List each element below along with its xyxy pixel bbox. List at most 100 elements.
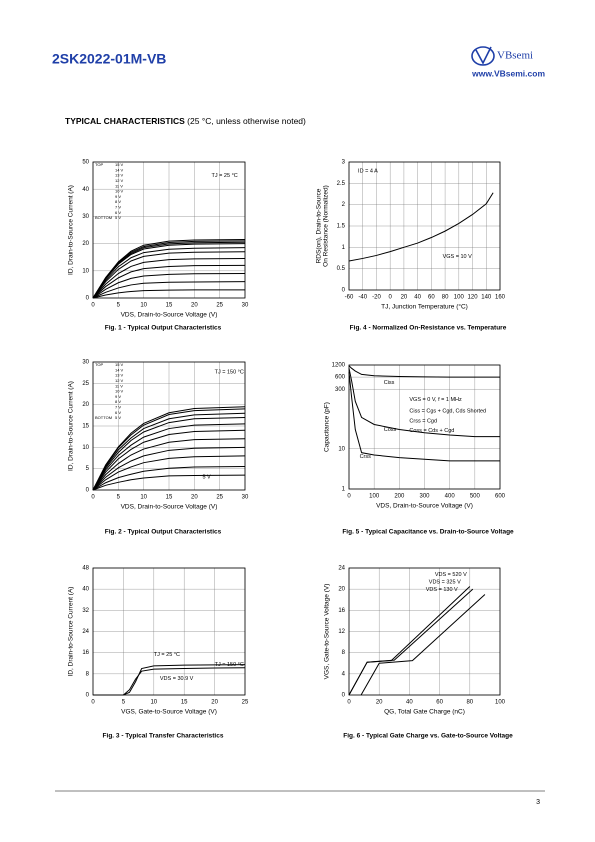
y-axis-label: ID, Drain-to-Source Current (A) [68, 587, 75, 677]
legend-entry: 15 V [115, 162, 124, 167]
y-tick-label: 40 [82, 587, 89, 593]
page-number: 3 [536, 799, 540, 806]
y-tick-label: 25 [82, 381, 89, 387]
curve [92, 466, 246, 491]
curve [92, 438, 246, 491]
x-tick-label: 10 [150, 700, 157, 706]
x-tick-label: 25 [216, 303, 223, 309]
x-tick-label: 0 [389, 295, 393, 301]
website: www.VBsemi.com [471, 68, 545, 78]
curve [92, 243, 246, 299]
series-label: VDS = 130 V [426, 587, 458, 593]
y-tick-label: 0.5 [337, 266, 346, 272]
annotation: VDS = 30.9 V [160, 676, 194, 682]
x-tick-label: 15 [181, 700, 188, 706]
annotation: Coss = Cds + Cgd [409, 428, 454, 434]
legend-entry: 11 V [115, 183, 123, 188]
figure-caption: Fig. 6 - Typical Gate Charge vs. Gate-to… [343, 733, 513, 740]
x-tick-label: 30 [242, 303, 249, 309]
plot-frame [92, 567, 246, 696]
y-axis-label: VGS, Gate-to-Source Voltage (V) [324, 584, 331, 680]
x-tick-label: 10 [140, 495, 147, 501]
y-tick-label: 10 [82, 445, 89, 451]
annotation: TJ = 25 °C [154, 652, 180, 658]
x-tick-label: 40 [406, 700, 413, 706]
y-tick-label: 10 [338, 446, 345, 452]
x-tick-label: 60 [428, 295, 435, 301]
curve [92, 474, 246, 491]
curve [348, 586, 471, 696]
y-tick-label: 2 [342, 202, 346, 208]
y-tick-label: 30 [82, 360, 89, 366]
curve [92, 273, 246, 299]
x-axis-label: VDS, Drain-to-Source Voltage (V) [376, 503, 473, 510]
x-tick-label: 600 [495, 494, 506, 500]
figure-caption: Fig. 1 - Typical Output Characteristics [105, 325, 222, 332]
y-tick-label: 8 [86, 671, 90, 677]
x-tick-label: 25 [216, 495, 223, 501]
x-tick-label: 80 [466, 700, 473, 706]
annotation: VGS = 10 V [443, 254, 473, 260]
doc-title: 2SK2022-01M-VB [52, 51, 166, 67]
x-axis-label: QG, Total Gate Charge (nC) [384, 709, 465, 716]
y-tick-label: 40 [82, 187, 89, 193]
curve [348, 365, 500, 378]
x-tick-label: 20 [401, 295, 408, 301]
y-tick-label: 30 [82, 214, 89, 220]
legend-entry: 6 V [115, 210, 121, 215]
series-label: VDS = 520 V [435, 572, 467, 578]
y-tick-label: 0 [342, 288, 346, 294]
curve [92, 289, 245, 299]
y-axis-label: ID, Drain-to-Source Current (A) [68, 381, 75, 471]
y-axis-label: ID, Drain-to-Source Current (A) [68, 185, 75, 275]
y-tick-label: 0 [86, 488, 90, 494]
y-tick-label: 24 [82, 629, 89, 635]
figure-caption: Fig. 2 - Typical Output Characteristics [105, 529, 222, 536]
legend-entry: 9 V [115, 394, 121, 399]
curve [92, 455, 246, 491]
y-tick-label: 1 [342, 487, 346, 493]
legend-entry: 11 V [115, 383, 123, 388]
y-axis-label: On Resistance (Normalized) [323, 185, 330, 267]
x-tick-label: 5 [117, 495, 121, 501]
x-tick-label: 25 [242, 700, 249, 706]
x-tick-label: 200 [394, 494, 405, 500]
curve [92, 408, 246, 491]
legend-entry: 14 V [115, 167, 124, 172]
legend-entry: 13 V [115, 173, 124, 178]
x-tick-label: 80 [442, 295, 449, 301]
series-label: Coss [384, 427, 397, 433]
y-tick-label: 300 [335, 387, 346, 393]
x-axis-label: TJ, Junction Temperature (°C) [381, 303, 468, 311]
curve [92, 247, 246, 299]
legend-top: TOP [95, 362, 103, 367]
y-tick-label: 2.5 [337, 181, 346, 187]
legend-entry: 10 V [115, 189, 124, 194]
legend-entry: 10 V [115, 389, 124, 394]
x-tick-label: 100 [495, 700, 506, 706]
x-tick-label: 20 [191, 303, 198, 309]
curve [348, 192, 494, 262]
legend-entry: 5 V [115, 215, 121, 220]
annotation: VGS = 0 V, f = 1 MHz [409, 397, 462, 403]
annotation: TJ = 150 °C [215, 662, 244, 668]
y-axis-label: RDS(on), Drain-to-Source [316, 188, 323, 263]
x-tick-label: 20 [376, 700, 383, 706]
y-tick-label: 8 [342, 650, 346, 656]
y-tick-label: 48 [82, 566, 89, 572]
x-tick-label: 0 [347, 700, 351, 706]
curve [348, 368, 500, 438]
plot-frame [92, 161, 246, 299]
x-tick-label: -40 [358, 295, 367, 301]
plot-frame [348, 161, 501, 291]
plot-frame [92, 361, 246, 491]
x-tick-label: 5 [117, 303, 121, 309]
y-tick-label: 15 [82, 424, 89, 430]
x-tick-label: 15 [166, 303, 173, 309]
y-tick-label: 5 [86, 466, 90, 472]
legend-bottom: BOTTOM [95, 215, 112, 220]
curve [92, 429, 246, 491]
series-label: Crss [360, 454, 372, 460]
y-tick-label: 16 [338, 608, 345, 614]
x-tick-label: 0 [91, 700, 95, 706]
